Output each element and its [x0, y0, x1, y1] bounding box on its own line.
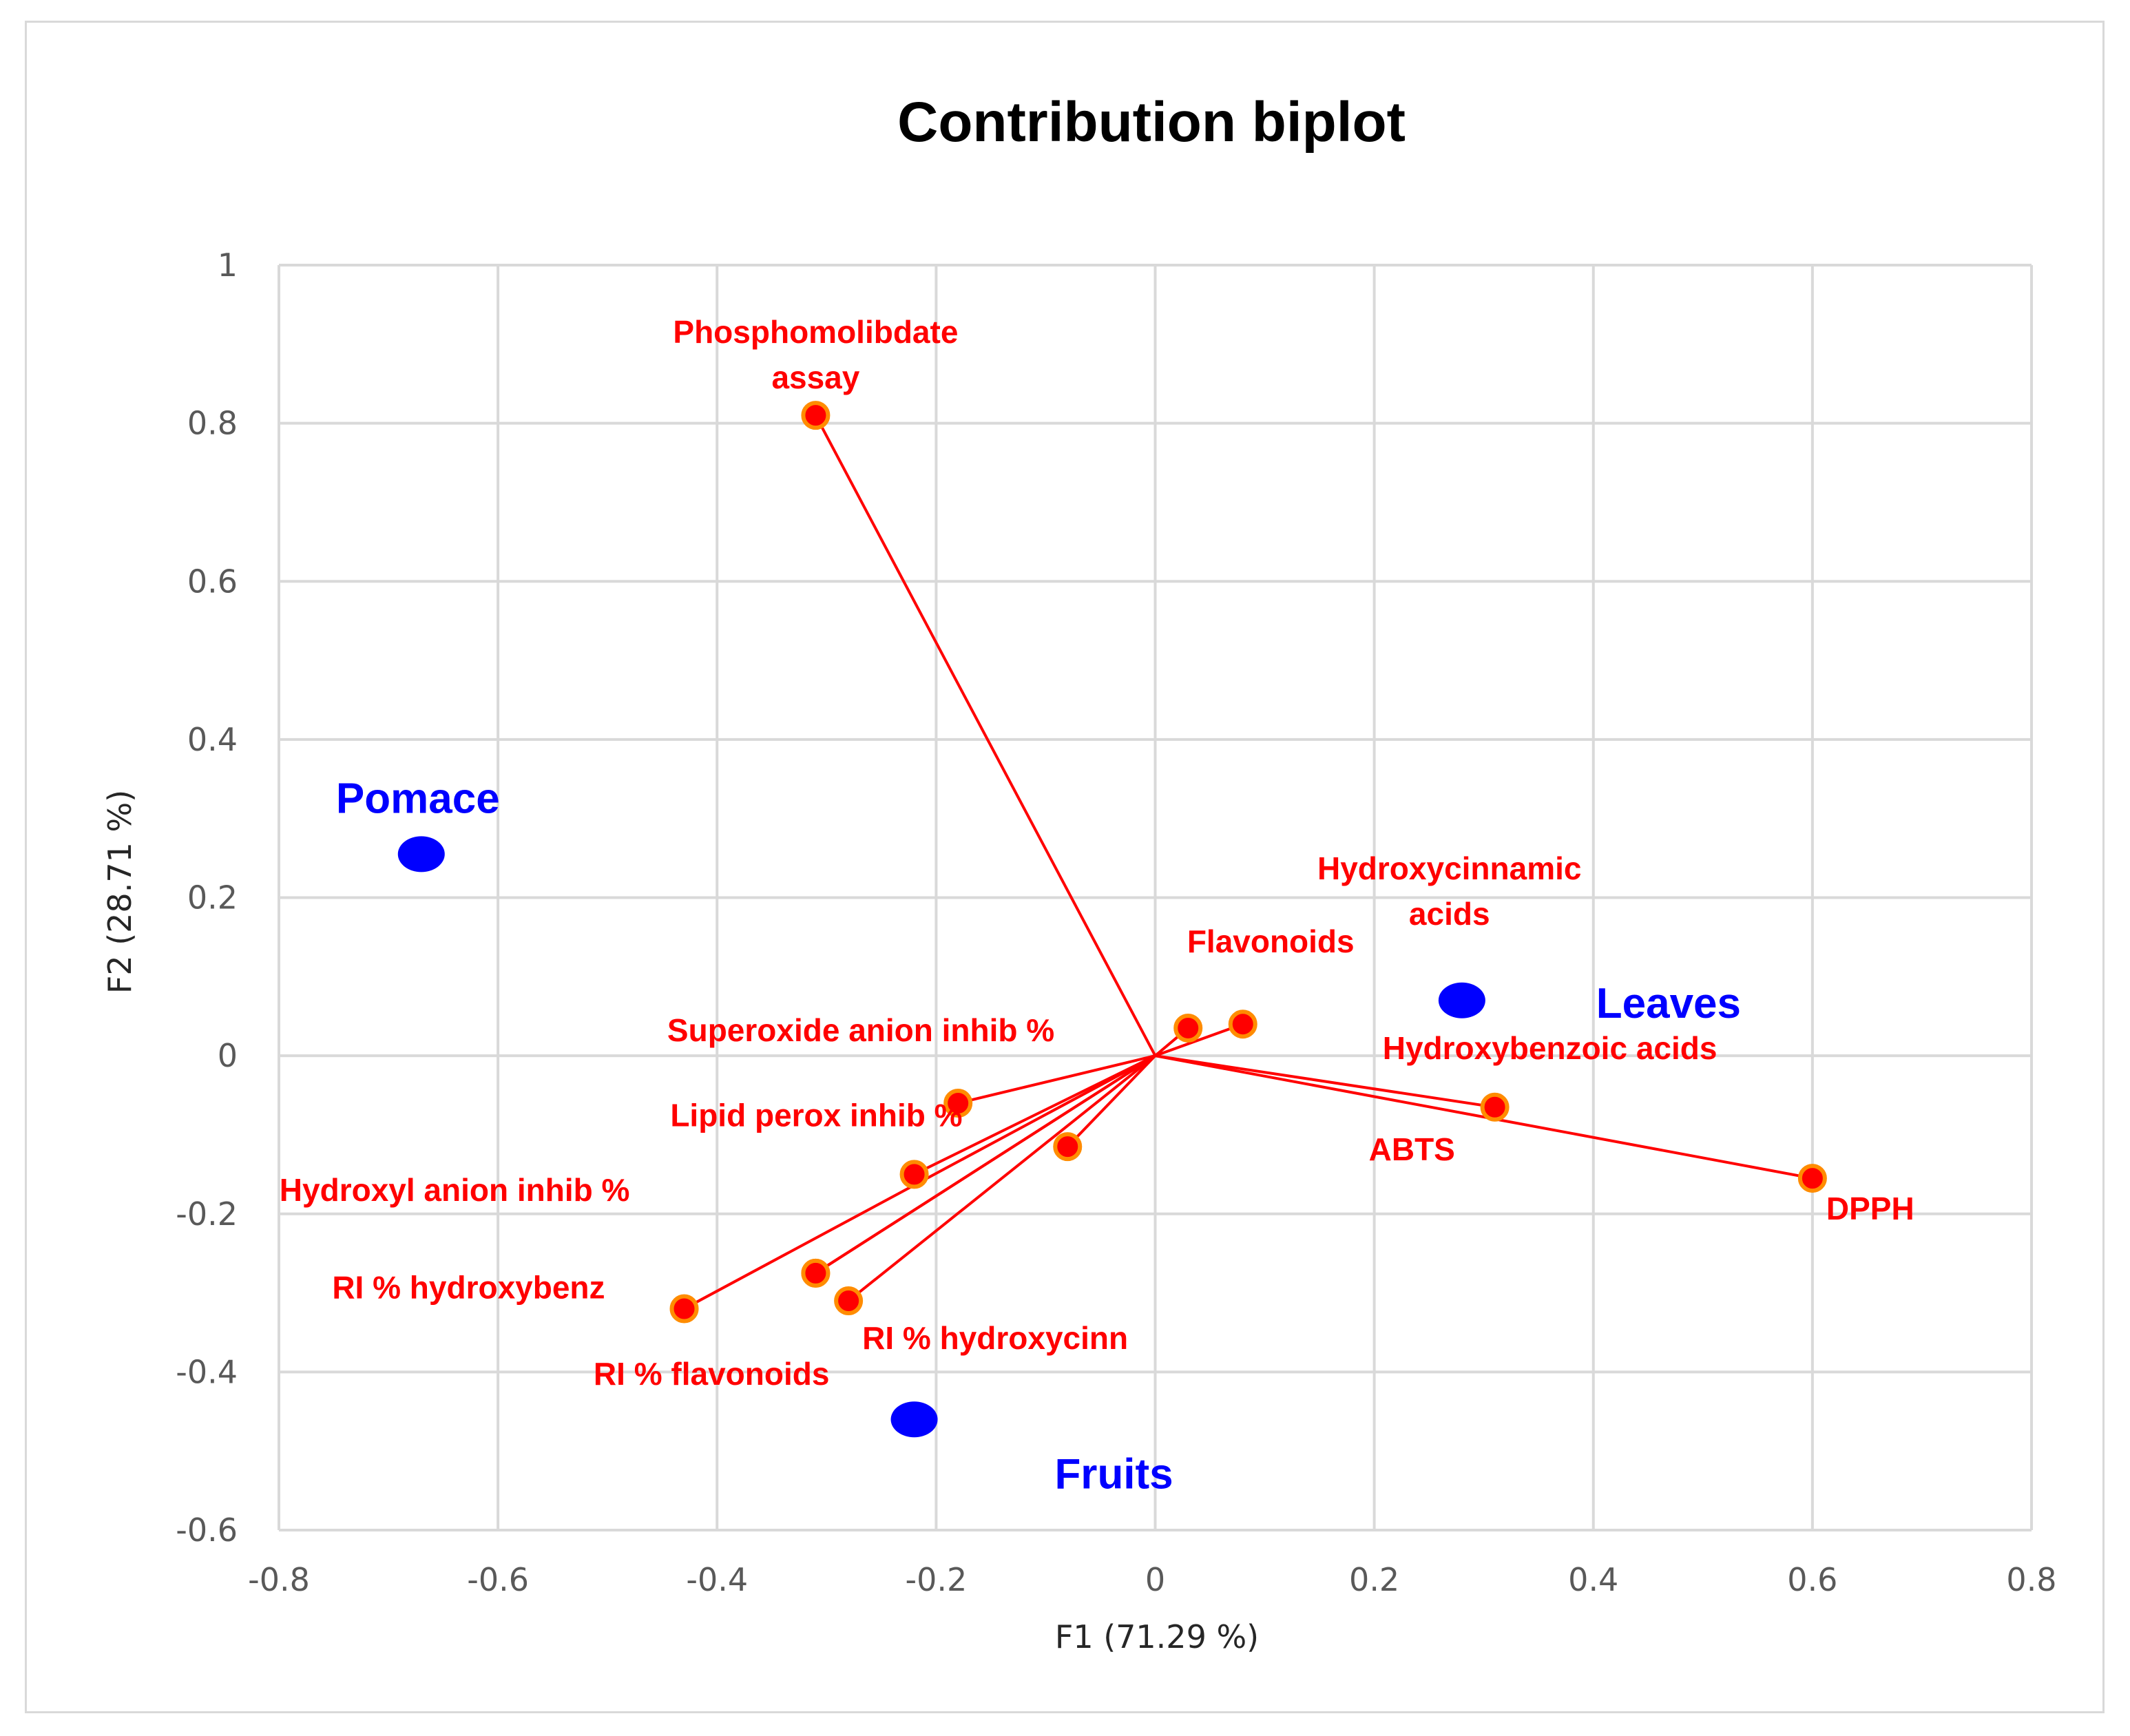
- variable-label: RI % hydroxybenz: [332, 1270, 605, 1306]
- loading-vector: [1155, 1054, 1813, 1180]
- y-axis-title: F2 (28.71 %): [101, 790, 138, 994]
- variable-label: Hydroxyl anion inhib %: [280, 1172, 630, 1208]
- observation-label: Pomace: [336, 775, 500, 822]
- x-axis-title: F1 (71.29 %): [1055, 1618, 1259, 1655]
- y-tick-label: 0.8: [187, 405, 238, 442]
- y-tick-label: -0.2: [176, 1195, 238, 1233]
- observation-labels: Pomace Leaves Fruits: [336, 775, 1741, 1498]
- loading-vectors: [683, 415, 1813, 1310]
- x-tick-label: 0.4: [1568, 1561, 1618, 1598]
- x-tick-label: 0.6: [1787, 1561, 1837, 1598]
- variable-point: [943, 1089, 973, 1118]
- variable-label: RI % hydroxycinn: [862, 1320, 1128, 1356]
- y-tick-label: 0: [218, 1037, 238, 1074]
- observation-label: Leaves: [1596, 980, 1741, 1027]
- x-tick-label: 0: [1145, 1561, 1165, 1598]
- loading-vector: [847, 1054, 1156, 1302]
- loading-vector: [1155, 1054, 1495, 1109]
- loading-vector: [1154, 1023, 1244, 1058]
- x-tick-label: -0.2: [905, 1561, 967, 1598]
- chart-title: Contribution biplot: [897, 91, 1406, 154]
- variable-label: acids: [1409, 896, 1490, 932]
- variable-point: [899, 1160, 929, 1189]
- variable-label: Phosphomolibdate: [673, 314, 958, 350]
- x-tick-labels: -0.8 -0.6 -0.4 -0.2 0 0.2 0.4 0.6 0.8: [248, 1561, 2056, 1598]
- loading-vector: [1066, 1054, 1156, 1148]
- y-tick-label: 0.2: [187, 879, 238, 917]
- x-tick-label: -0.6: [467, 1561, 529, 1598]
- loading-vector: [814, 415, 1157, 1057]
- variable-label: RI % flavonoids: [594, 1356, 829, 1392]
- y-tick-label: -0.4: [176, 1353, 238, 1390]
- variable-points: [669, 401, 1827, 1324]
- grid: [278, 264, 2033, 1531]
- variable-point: [1228, 1010, 1257, 1039]
- variable-point: [834, 1286, 864, 1316]
- observation-point: [890, 1401, 938, 1438]
- y-tick-label: 0.6: [187, 563, 238, 600]
- variable-point: [1173, 1013, 1203, 1043]
- x-tick-label: -0.8: [248, 1561, 310, 1598]
- x-tick-label: 0.8: [2006, 1561, 2056, 1598]
- y-tick-label: -0.6: [176, 1512, 238, 1549]
- variable-label: assay: [771, 359, 859, 395]
- x-tick-label: 0.2: [1349, 1561, 1399, 1598]
- variable-point: [1797, 1164, 1827, 1193]
- variable-label: Lipid perox inhib %: [670, 1097, 962, 1133]
- y-tick-labels: -0.6 -0.4 -0.2 0 0.2 0.4 0.6 0.8 1: [176, 247, 238, 1549]
- observation-points: [397, 836, 1485, 1438]
- observation-point: [397, 836, 445, 872]
- variable-point: [801, 401, 831, 430]
- y-tick-label: 0.4: [187, 721, 238, 758]
- x-tick-label: -0.4: [686, 1561, 748, 1598]
- variable-label: Flavonoids: [1187, 923, 1355, 959]
- variable-label: ABTS: [1369, 1131, 1455, 1167]
- variable-label: Hydroxybenzoic acids: [1383, 1030, 1717, 1066]
- variable-label: Superoxide anion inhib %: [667, 1012, 1054, 1048]
- variable-labels: Phosphomolibdate assay Hydroxycinnamic acid…: [280, 314, 1914, 1392]
- variable-label: DPPH: [1826, 1191, 1914, 1226]
- observation-point: [1438, 982, 1485, 1018]
- loading-vector: [913, 1054, 1156, 1176]
- observation-label: Fruits: [1054, 1450, 1173, 1498]
- variable-point: [801, 1258, 831, 1288]
- variable-point: [1053, 1132, 1083, 1162]
- chart-frame: [25, 21, 2105, 1713]
- loading-vector: [957, 1054, 1156, 1105]
- variable-label: Hydroxycinnamic: [1317, 850, 1581, 886]
- y-tick-label: 1: [218, 247, 238, 284]
- variable-point: [669, 1294, 699, 1324]
- loading-vector: [815, 1054, 1156, 1275]
- variable-point: [1480, 1092, 1510, 1122]
